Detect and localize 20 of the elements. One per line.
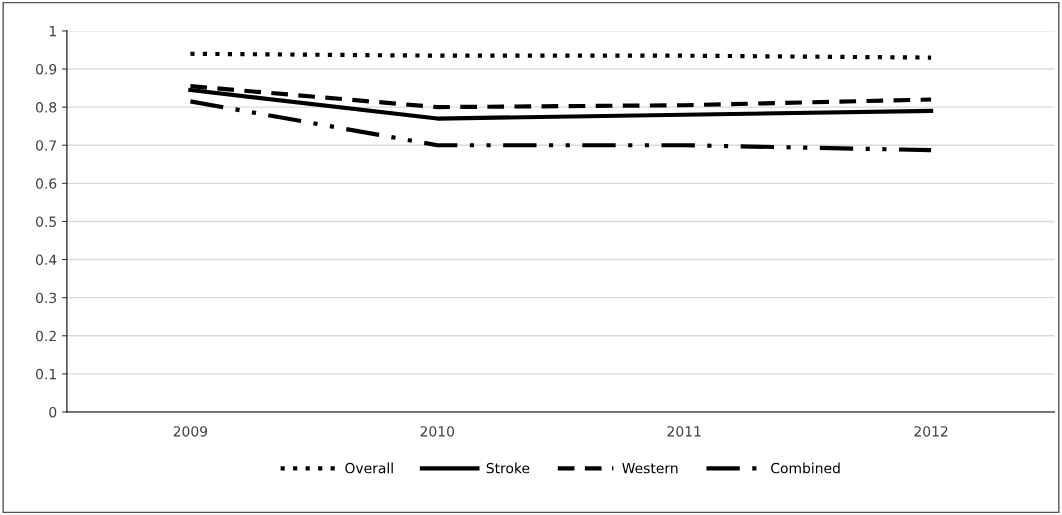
y-tick-label: 0.8 [36, 102, 57, 113]
y-tick-label: 0.5 [36, 216, 56, 227]
y-tick-label: 0.4 [36, 254, 57, 266]
y-tick-label: 0.3 [36, 292, 57, 304]
y-tick-label: 1 [49, 26, 56, 37]
y-tick-label: 0.1 [36, 368, 56, 380]
legend-label: Overall [345, 462, 393, 474]
legend-label: Western [622, 463, 678, 474]
y-tick-label: 0.2 [36, 330, 56, 342]
x-tick-label: 2012 [914, 426, 948, 437]
legend-label: Stroke [486, 462, 530, 474]
y-tick-label: 0.6 [36, 178, 57, 189]
y-tick-label: 0.9 [36, 63, 57, 75]
legend-label: Combined [771, 462, 840, 474]
x-tick-label: 2011 [667, 426, 701, 437]
line-series [188, 87, 934, 121]
y-tick-label: 0.7 [36, 140, 56, 151]
x-tick-label: 2009 [173, 426, 208, 437]
y-tick-label: 0 [49, 406, 57, 418]
x-tick-label: 2010 [420, 426, 455, 437]
